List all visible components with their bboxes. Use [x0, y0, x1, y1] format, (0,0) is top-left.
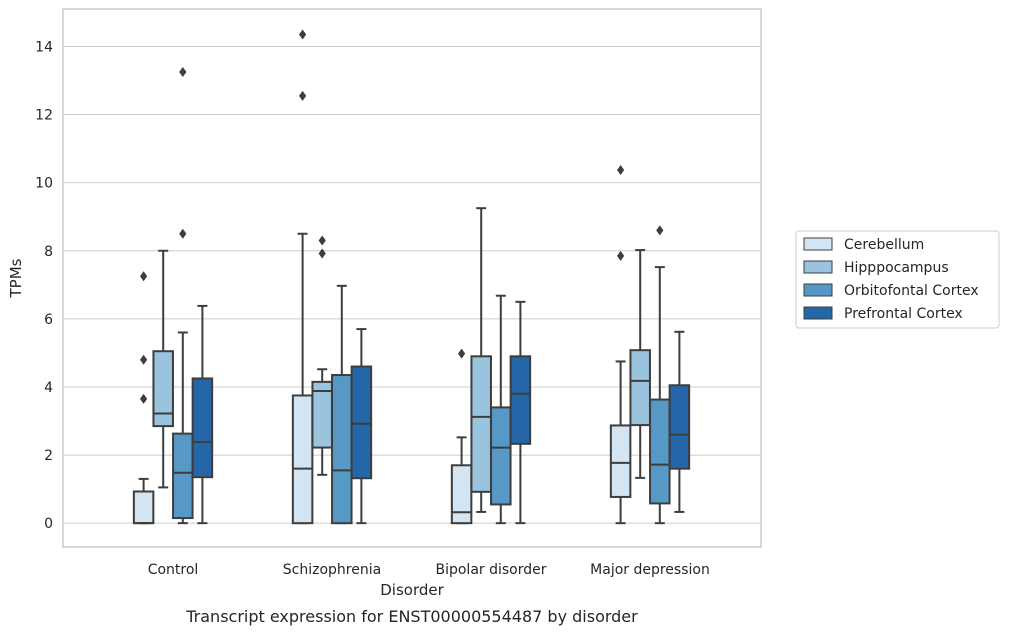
x-tick-label: Major depression	[590, 562, 710, 578]
outlier-point	[140, 354, 148, 365]
legend-label: Prefrontal Cortex	[844, 306, 963, 322]
y-tick-label: 2	[44, 448, 53, 464]
y-tick-label: 0	[44, 516, 53, 532]
box-hipppocampus-control	[152, 249, 174, 489]
box-iqr	[668, 384, 691, 470]
box-iqr	[450, 464, 473, 525]
outlier-point	[617, 165, 625, 176]
legend-swatch	[803, 283, 833, 297]
box-hipppocampus-bipolar-disorder	[470, 207, 492, 513]
x-tick-label: Bipolar disorder	[435, 562, 546, 578]
y-tick-labels: 0 2 4 6 8 10 12 14	[35, 39, 53, 532]
box-iqr	[490, 406, 512, 506]
box-iqr	[132, 490, 155, 525]
x-tick-label: Control	[148, 562, 199, 578]
box-hipppocampus-schizophrenia	[311, 235, 333, 476]
outlier-point	[140, 393, 148, 404]
legend-item: Prefrontal Cortex	[803, 306, 963, 322]
box-iqr	[152, 350, 174, 428]
box-cerebellum-schizophrenia	[291, 29, 314, 525]
box-iqr	[509, 355, 532, 445]
box-hipppocampus-major-depression	[629, 249, 651, 479]
box-prefrontal-cortex-control	[191, 304, 214, 525]
outlier-point	[179, 228, 187, 239]
outlier-point	[656, 225, 664, 236]
box-cerebellum-major-depression	[609, 165, 632, 525]
box-prefrontal-cortex-major-depression	[668, 330, 691, 513]
plot-frame	[62, 8, 762, 548]
legend-swatch	[803, 237, 833, 251]
legend-item: Hipppocampus	[803, 260, 949, 276]
box-iqr	[331, 374, 353, 525]
box-iqr	[191, 377, 214, 479]
legend-label: Orbitofontal Cortex	[844, 283, 979, 299]
y-tick-label: 4	[44, 380, 53, 396]
legend-swatch	[803, 306, 833, 320]
box-plots	[132, 29, 691, 525]
x-tick-labels: Control Schizophrenia Bipolar disorder Majo…	[148, 562, 710, 578]
box-iqr	[350, 365, 373, 480]
legend: Cerebellum Hipppocampus Orbitofontal Corte…	[795, 230, 1000, 329]
box-iqr	[609, 424, 632, 498]
box-orbitofontal-cortex-control	[172, 66, 194, 525]
x-tick-label: Schizophrenia	[283, 562, 381, 578]
outlier-point	[318, 248, 326, 259]
box-iqr	[470, 355, 492, 493]
legend-item: Orbitofontal Cortex	[803, 283, 979, 299]
outlier-point	[179, 66, 187, 77]
y-tick-label: 12	[35, 108, 53, 124]
box-orbitofontal-cortex-bipolar-disorder	[490, 294, 512, 525]
chart-caption: Transcript expression for ENST0000055448…	[185, 607, 638, 626]
legend-box	[795, 230, 1000, 329]
outlier-point	[299, 29, 307, 40]
box-prefrontal-cortex-schizophrenia	[350, 328, 373, 525]
y-tick-label: 14	[35, 39, 53, 55]
box-orbitofontal-cortex-schizophrenia	[331, 284, 353, 525]
x-axis-label: Disorder	[380, 581, 444, 599]
legend-label: Cerebellum	[844, 237, 924, 253]
box-cerebellum-bipolar-disorder	[450, 348, 473, 525]
y-tick-label: 8	[44, 244, 53, 260]
box-orbitofontal-cortex-major-depression	[649, 225, 671, 525]
outlier-point	[140, 271, 148, 282]
y-tick-label: 6	[44, 312, 53, 328]
outlier-point	[318, 235, 326, 246]
legend-swatch	[803, 260, 833, 274]
outlier-point	[299, 90, 307, 101]
outlier-point	[617, 250, 625, 261]
y-axis-label: TPMs	[7, 258, 25, 298]
y-tick-label: 10	[35, 176, 53, 192]
box-iqr	[172, 432, 194, 520]
outlier-point	[458, 348, 466, 359]
box-prefrontal-cortex-bipolar-disorder	[509, 300, 532, 525]
box-iqr	[629, 349, 651, 427]
box-iqr	[291, 394, 314, 525]
box-iqr	[649, 398, 671, 505]
box-cerebellum-control	[132, 271, 155, 525]
legend-label: Hipppocampus	[844, 260, 949, 276]
legend-item: Cerebellum	[803, 237, 924, 253]
